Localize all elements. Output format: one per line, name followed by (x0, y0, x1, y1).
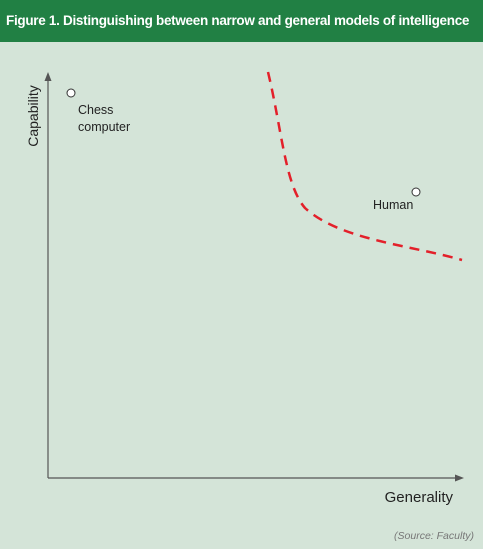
y-axis-arrow (44, 72, 52, 81)
y-axis-label: Capability (25, 85, 41, 146)
x-axis-label: Generality (385, 489, 454, 506)
point-label: Human (373, 198, 413, 212)
diagram: Capability Generality Chess computer Hum… (25, 71, 474, 542)
point-marker (66, 88, 76, 98)
point-label: Chess (78, 103, 113, 117)
x-axis-arrow (455, 474, 464, 482)
point-label: computer (78, 120, 130, 134)
point-marker (411, 187, 421, 197)
source-note: (Source: Faculty) (394, 530, 474, 542)
figure-title: Figure 1. Distinguishing between narrow … (0, 0, 483, 42)
frontier-curve (266, 71, 463, 262)
